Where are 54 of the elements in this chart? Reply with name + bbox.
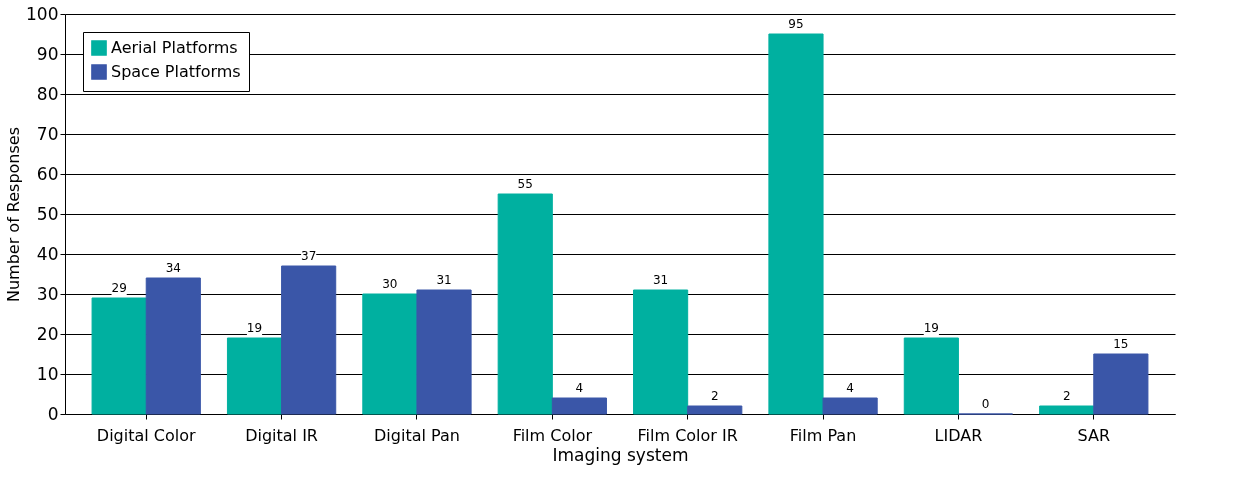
x-tick-label: Digital Pan bbox=[374, 425, 460, 445]
data-label: 55 bbox=[517, 177, 533, 191]
x-tick-label: Film Pan bbox=[789, 425, 857, 445]
data-label: 19 bbox=[246, 321, 263, 335]
data-label: 30 bbox=[382, 277, 398, 291]
data-label: 31 bbox=[436, 273, 452, 287]
legend-label: Aerial Platforms bbox=[111, 38, 238, 57]
y-tick-label: 70 bbox=[36, 123, 59, 144]
data-label: 15 bbox=[1113, 337, 1129, 351]
bar bbox=[903, 337, 959, 415]
data-label: 31 bbox=[652, 273, 669, 287]
data-label: 0 bbox=[981, 397, 990, 411]
bar bbox=[822, 397, 878, 415]
data-label: 37 bbox=[301, 249, 317, 263]
data-label: 34 bbox=[165, 261, 181, 275]
x-tick-label: Film Color bbox=[512, 425, 593, 445]
y-tick-label: 100 bbox=[26, 3, 59, 24]
bar bbox=[416, 289, 472, 415]
y-tick-label: 60 bbox=[36, 163, 59, 184]
x-tick-label: LIDAR bbox=[934, 425, 983, 445]
bar bbox=[768, 33, 824, 415]
bar bbox=[497, 193, 553, 415]
data-label: 2 bbox=[710, 389, 719, 403]
y-tick-label: 90 bbox=[36, 43, 59, 64]
bar bbox=[281, 265, 337, 415]
bar bbox=[91, 297, 147, 415]
data-label: 19 bbox=[923, 321, 939, 335]
data-label: 4 bbox=[575, 381, 584, 395]
bar bbox=[1093, 353, 1149, 415]
bar bbox=[362, 293, 418, 415]
data-label: 4 bbox=[846, 381, 854, 395]
x-tick-label: Film Color IR bbox=[637, 425, 738, 445]
x-tick-label: SAR bbox=[1077, 425, 1111, 445]
x-tick-label: Digital Color bbox=[96, 425, 197, 445]
y-tick-label: 20 bbox=[36, 323, 59, 344]
bar bbox=[226, 337, 283, 415]
data-label: 2 bbox=[1062, 389, 1071, 403]
bar bbox=[145, 277, 201, 415]
y-tick-label: 80 bbox=[36, 83, 59, 104]
bar bbox=[687, 405, 743, 415]
y-tick-label: 10 bbox=[36, 363, 59, 384]
bar bbox=[551, 397, 607, 415]
bar bbox=[1039, 405, 1095, 415]
data-label: 95 bbox=[788, 17, 804, 31]
legend-label: Space Platforms bbox=[111, 62, 241, 81]
x-axis-title: Imaging system bbox=[552, 444, 689, 465]
y-tick-label: 40 bbox=[36, 243, 59, 264]
x-tick-label: Digital IR bbox=[245, 425, 318, 445]
y-tick-label: 30 bbox=[36, 283, 59, 304]
y-axis-title: Number of Responses bbox=[4, 126, 24, 303]
bar bbox=[633, 289, 689, 415]
y-tick-label: 50 bbox=[36, 203, 59, 224]
data-label: 29 bbox=[111, 281, 127, 295]
y-tick-label: 0 bbox=[47, 403, 59, 424]
